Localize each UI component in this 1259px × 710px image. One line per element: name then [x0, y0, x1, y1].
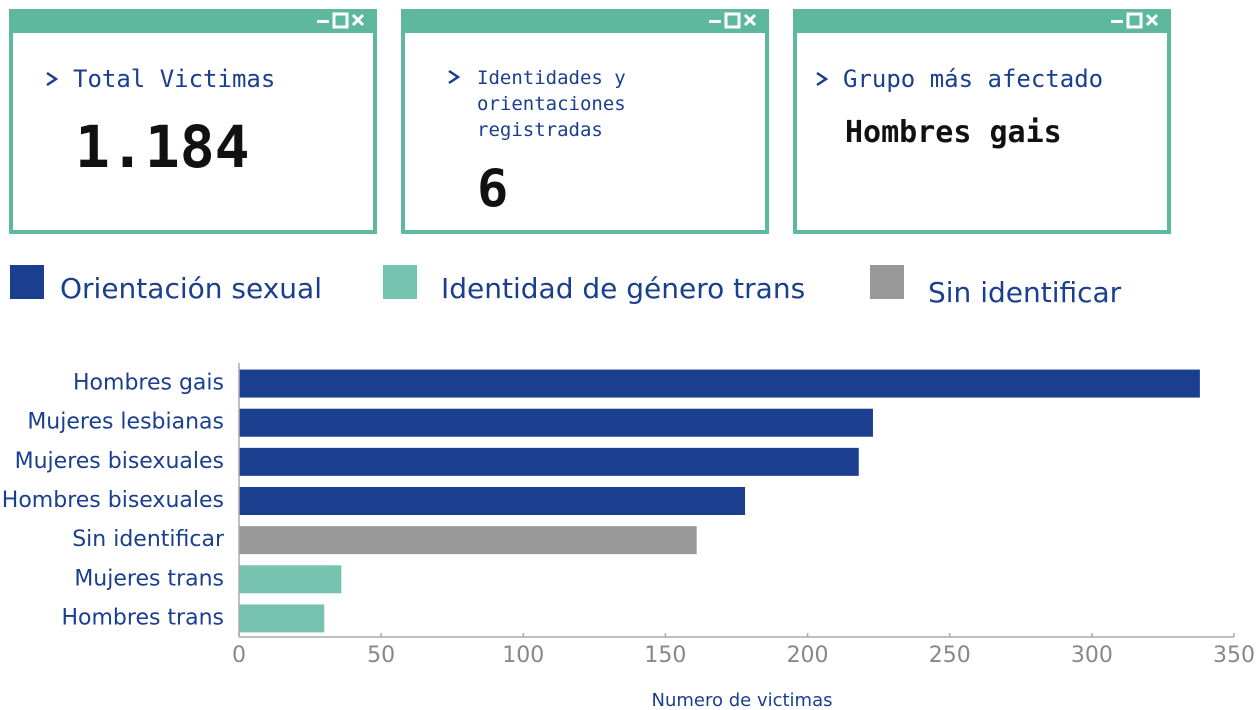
x-tick-label: 200 [787, 643, 829, 668]
y-tick-label: Hombres trans [61, 605, 224, 630]
prompt-icon [816, 71, 829, 87]
card: Grupo más afectado Hombres gais [793, 9, 1171, 234]
bar [239, 487, 746, 515]
card-title: Total Victimas [73, 65, 276, 93]
prompt-icon [46, 71, 59, 87]
x-tick-label: 0 [232, 643, 246, 668]
card-title: Grupo más afectado [843, 65, 1104, 93]
card: Identidades y orientaciones registradas … [401, 9, 769, 234]
window-icons [1111, 12, 1159, 29]
legend-label: Orientación sexual [60, 272, 322, 305]
card-value: 1.184 [75, 113, 250, 181]
x-axis-label: Numero de victimas [652, 690, 833, 710]
y-tick-label: Hombres gais [73, 371, 224, 396]
y-tick-label: Mujeres trans [74, 566, 224, 591]
window-icons [317, 12, 365, 29]
window-icons [709, 12, 757, 29]
x-tick-label: 50 [367, 643, 395, 668]
card: Total Victimas 1.184 [9, 9, 377, 234]
bar [239, 604, 325, 633]
y-tick-label: Mujeres lesbianas [27, 410, 224, 435]
x-tick-label: 250 [929, 643, 971, 668]
bar [239, 369, 1200, 398]
x-tick-label: 150 [644, 643, 686, 668]
legend-label: Identidad de género trans [441, 272, 805, 305]
bar [239, 447, 859, 476]
y-tick-label: Sin identificar [72, 527, 225, 552]
bar [239, 408, 873, 437]
legend-swatch [383, 265, 417, 299]
x-tick-label: 100 [502, 643, 544, 668]
x-tick-label: 350 [1213, 643, 1255, 668]
legend-label: Sin identificar [928, 276, 1122, 309]
card-title: Identidades y orientaciones registradas [477, 67, 626, 141]
y-tick-label: Hombres bisexuales [2, 488, 224, 513]
legend-swatch [10, 265, 44, 299]
legend-swatch [870, 265, 904, 299]
y-tick-label: Mujeres bisexuales [15, 449, 224, 474]
card-value: 6 [477, 159, 509, 219]
x-tick-label: 300 [1071, 643, 1113, 668]
bar [239, 526, 697, 555]
card-value: Hombres gais [845, 115, 1062, 150]
bar [239, 565, 342, 594]
prompt-icon [448, 69, 461, 85]
